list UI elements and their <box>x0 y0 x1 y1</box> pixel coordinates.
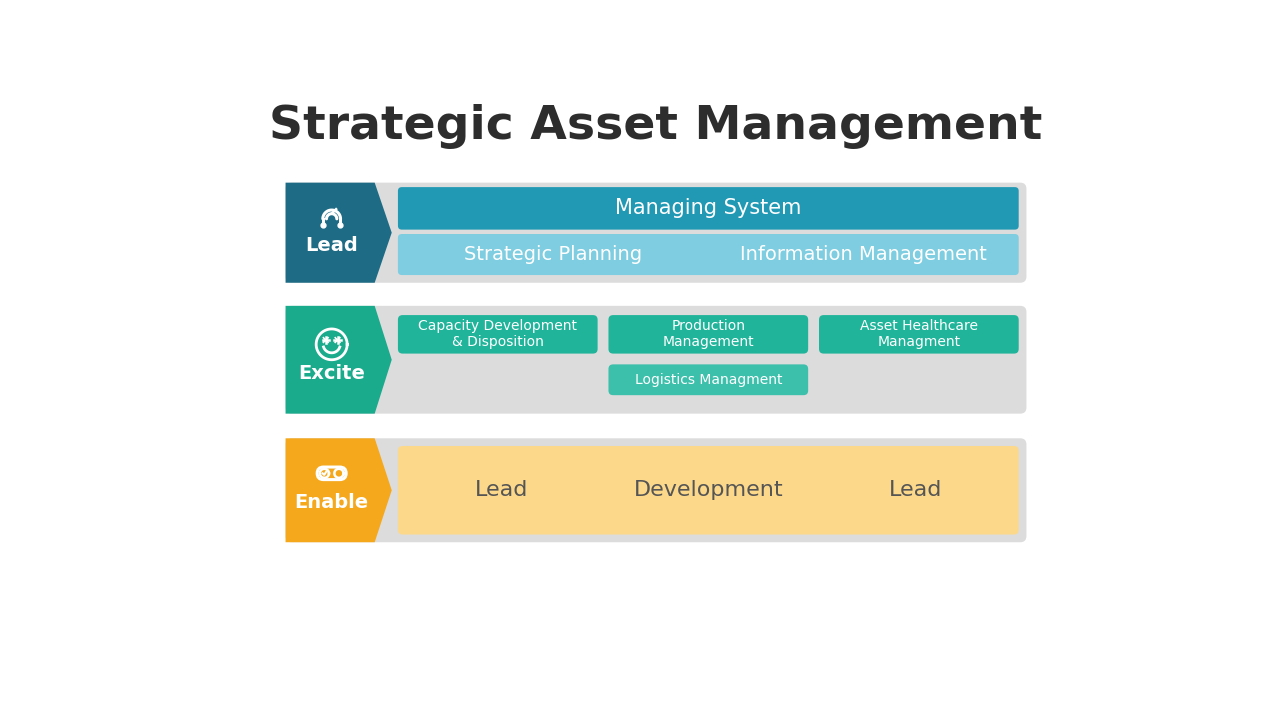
Text: Lead: Lead <box>888 480 942 500</box>
FancyBboxPatch shape <box>608 364 808 395</box>
Text: Capacity Development
& Disposition: Capacity Development & Disposition <box>419 319 577 349</box>
FancyBboxPatch shape <box>819 315 1019 354</box>
Text: Strategic Asset Management: Strategic Asset Management <box>269 104 1043 149</box>
FancyBboxPatch shape <box>285 306 1027 414</box>
FancyBboxPatch shape <box>398 187 1019 230</box>
Text: Lead: Lead <box>475 480 529 500</box>
FancyBboxPatch shape <box>608 315 808 354</box>
Text: Strategic Planning: Strategic Planning <box>465 245 643 264</box>
FancyBboxPatch shape <box>398 315 598 354</box>
Text: Lead: Lead <box>306 235 358 254</box>
FancyBboxPatch shape <box>285 183 1027 283</box>
Text: Managing System: Managing System <box>616 199 801 218</box>
Polygon shape <box>285 438 392 542</box>
Polygon shape <box>285 183 392 283</box>
Text: Logistics Managment: Logistics Managment <box>635 373 782 387</box>
FancyBboxPatch shape <box>398 234 1019 275</box>
Polygon shape <box>285 306 392 414</box>
FancyBboxPatch shape <box>285 438 1027 542</box>
Text: Asset Healthcare
Managment: Asset Healthcare Managment <box>860 319 978 349</box>
Text: Development: Development <box>634 480 783 500</box>
Text: Production
Management: Production Management <box>663 319 754 349</box>
Text: Enable: Enable <box>294 493 369 512</box>
Text: Information Management: Information Management <box>740 245 987 264</box>
Text: Excite: Excite <box>298 364 365 383</box>
FancyBboxPatch shape <box>398 446 1019 534</box>
